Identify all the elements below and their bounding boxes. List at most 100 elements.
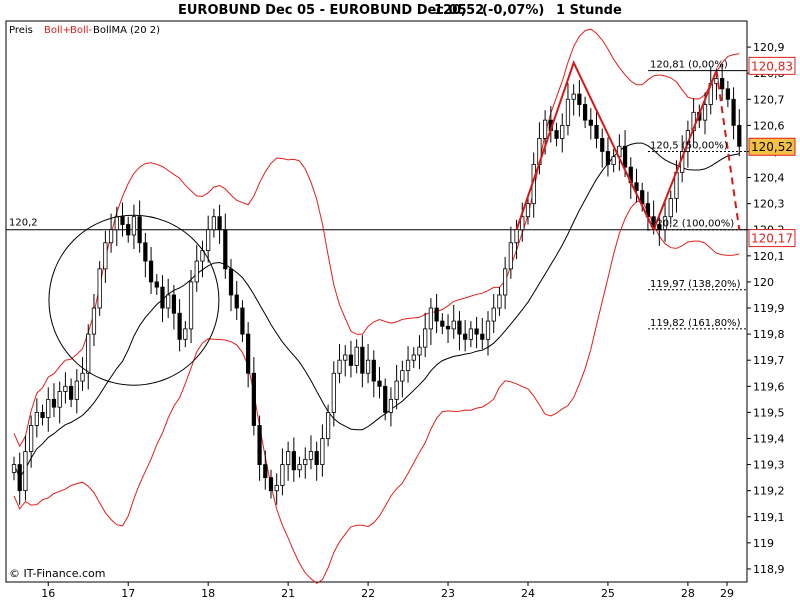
candle: [17, 452, 22, 505]
candle: [605, 137, 611, 177]
candle: [314, 441, 319, 481]
candle: [268, 469, 274, 499]
candle: [691, 98, 696, 143]
y-tick-label: 119,8: [753, 328, 785, 341]
y-tick-label: 120,1: [753, 250, 785, 263]
candle: [468, 321, 473, 348]
candle: [348, 340, 354, 378]
candle: [246, 322, 251, 388]
candle: [29, 415, 34, 468]
candle: [120, 202, 125, 237]
candle: [731, 87, 736, 140]
candle: [108, 213, 114, 253]
candle: [40, 404, 45, 426]
y-tick-label: 119: [753, 537, 774, 550]
candle: [331, 361, 336, 427]
candle: [417, 335, 422, 370]
candle: [400, 360, 405, 398]
candle: [463, 320, 468, 352]
candle: [668, 190, 673, 225]
candle: [434, 293, 439, 334]
candle: [11, 456, 17, 481]
y-tick-label: 119,2: [753, 485, 785, 498]
candle: [520, 202, 525, 242]
x-tick-label: 22: [361, 587, 375, 600]
candle: [57, 381, 62, 424]
svg-text:120,52: 120,52: [751, 140, 793, 154]
candle: [297, 456, 302, 478]
candle: [63, 372, 68, 404]
candle: [388, 387, 394, 427]
candle: [68, 378, 74, 408]
candle: [280, 448, 285, 496]
legend-boll-lower: Boll-: [70, 25, 93, 36]
y-tick-label: 120,4: [753, 172, 785, 185]
candle: [217, 204, 222, 244]
fib-level-label: 120,2 (100,00%): [650, 219, 734, 230]
y-tick-label: 120,9: [753, 41, 785, 54]
candle: [188, 269, 194, 343]
candle: [257, 415, 262, 481]
y-tick-label: 119,6: [753, 380, 785, 393]
candle: [177, 299, 182, 352]
y-tick-label: 119,4: [753, 432, 785, 445]
candle: [97, 261, 102, 316]
fib-level-label: 119,82 (161,80%): [650, 318, 741, 329]
candle: [411, 347, 416, 369]
candle: [206, 215, 211, 263]
price-change: (-0,07%): [482, 3, 544, 18]
x-tick-label: 18: [201, 587, 215, 600]
chart-title: EUROBUND Dec 05 - EUROBUND Dec 05: [178, 3, 467, 18]
candle: [23, 435, 28, 501]
y-tick-label: 120,3: [753, 198, 785, 211]
x-tick-label: 23: [441, 587, 455, 600]
pattern-circle: [48, 214, 220, 386]
price-marker: 120,52: [748, 137, 796, 156]
candle: [74, 369, 79, 414]
candle: [445, 314, 451, 343]
price-markers: 120,83 120,52 120,17: [748, 56, 796, 248]
candle: [440, 313, 445, 335]
candle: [34, 398, 39, 438]
candle: [514, 219, 519, 259]
candle: [126, 216, 131, 243]
candle: [405, 346, 411, 383]
candle: [560, 113, 565, 153]
price-marker: 120,17: [748, 229, 796, 248]
candle: [725, 81, 730, 108]
candle: [508, 226, 513, 279]
candle: [80, 357, 85, 391]
x-tick-label: 29: [720, 587, 734, 600]
candle: [365, 344, 371, 384]
candle: [565, 83, 571, 136]
candle: [525, 195, 531, 225]
last-price: 120,52: [434, 3, 484, 18]
legend-boll-upper: Boll+: [44, 25, 71, 36]
candle: [308, 435, 314, 470]
candle: [708, 67, 713, 115]
candle: [491, 293, 496, 334]
candle: [600, 128, 605, 168]
candle: [377, 366, 382, 399]
candle: [137, 200, 142, 253]
candle: [360, 335, 365, 388]
candle: [657, 214, 662, 246]
y-tick-label: 119,7: [753, 354, 785, 367]
candle: [337, 344, 342, 384]
candle: [582, 96, 588, 128]
candle: [383, 378, 388, 421]
candle: [263, 450, 268, 490]
candle: [234, 280, 239, 321]
candle: [457, 311, 462, 351]
candle: [103, 230, 108, 283]
candle: [291, 437, 296, 482]
x-tick-label: 25: [601, 587, 615, 600]
x-tick-label: 17: [121, 587, 135, 600]
zigzag-pattern: [515, 60, 718, 233]
candle: [240, 300, 245, 342]
candle: [320, 424, 325, 477]
candle: [166, 278, 171, 318]
candle: [154, 274, 159, 295]
y-tick-label: 120,7: [753, 93, 785, 106]
plot-frame: [5, 20, 748, 583]
